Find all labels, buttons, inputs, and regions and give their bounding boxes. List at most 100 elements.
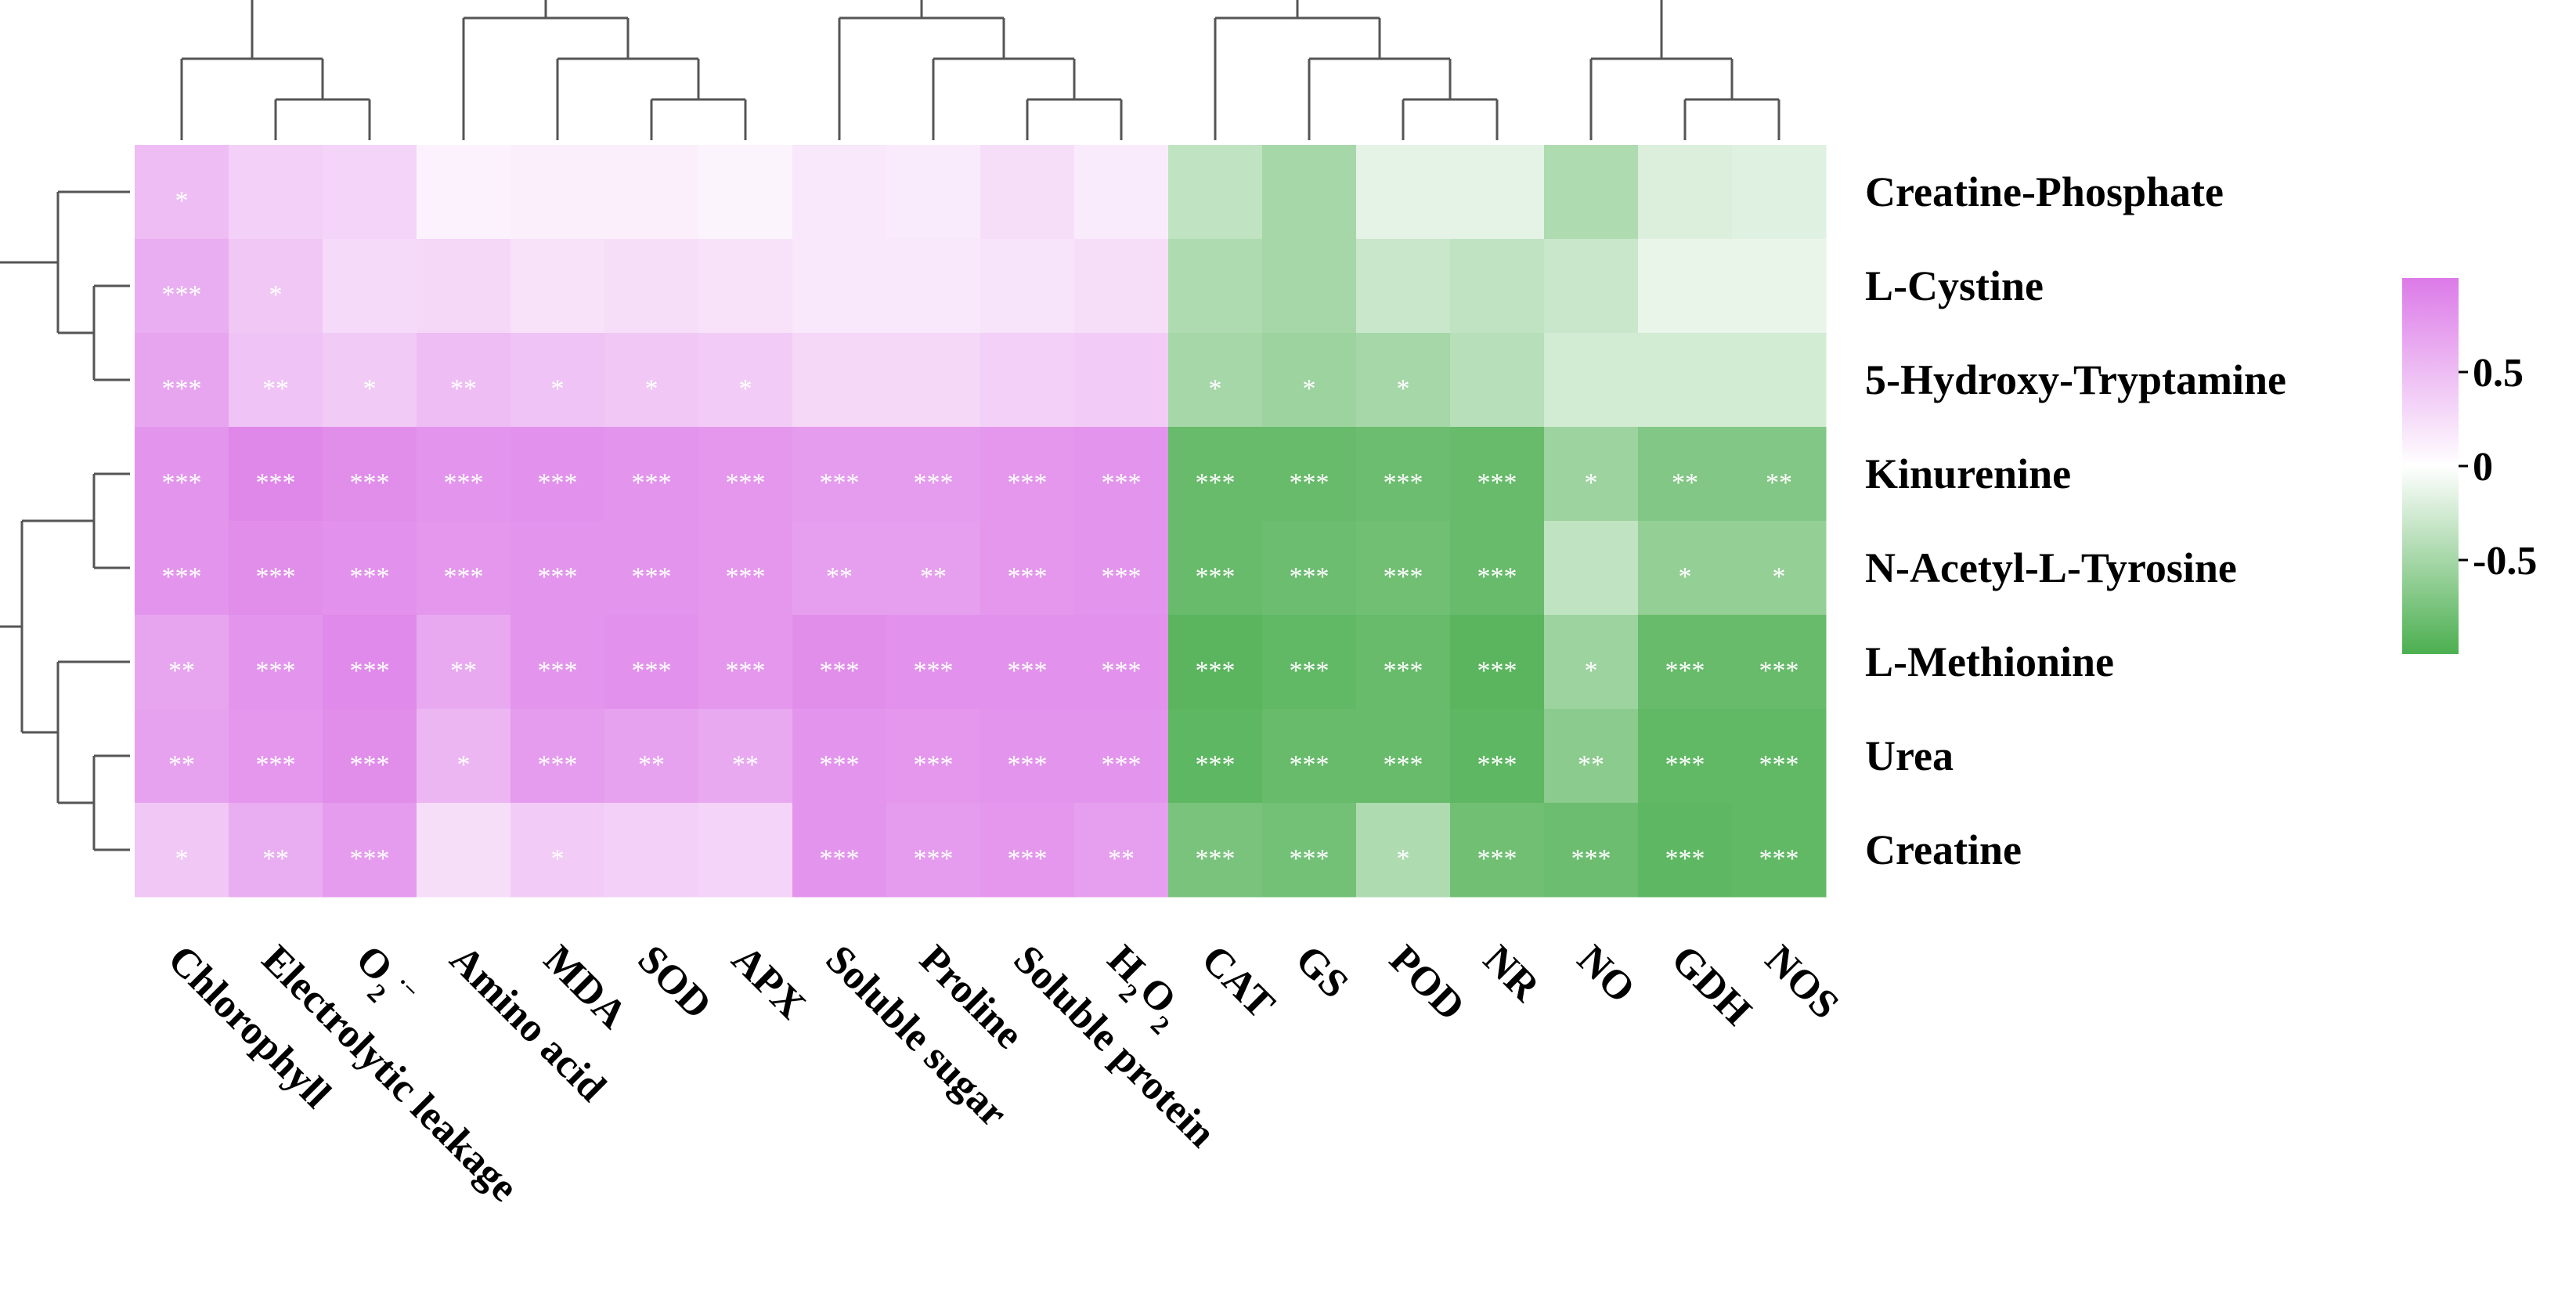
- dendrogram-branch: [92, 284, 130, 381]
- heatmap-cell: [511, 239, 605, 334]
- heatmap-cell: [135, 239, 229, 334]
- heatmap-cell: [1356, 521, 1451, 616]
- significance-mark: **: [262, 844, 289, 873]
- significance-mark: *: [739, 374, 752, 403]
- significance-mark: ***: [1384, 656, 1423, 685]
- significance-mark: ***: [1290, 468, 1329, 497]
- heatmap-cell: [980, 803, 1075, 898]
- heatmap-cell: [229, 709, 323, 804]
- heatmap-cell: [698, 803, 793, 898]
- heatmap-cell: [417, 803, 511, 898]
- significance-mark: *: [551, 844, 565, 873]
- significance-mark: ***: [256, 562, 296, 591]
- significance-mark: ***: [1196, 468, 1236, 497]
- significance-mark: *: [175, 186, 189, 215]
- significance-mark: ***: [538, 562, 578, 591]
- significance-mark: ***: [632, 562, 672, 591]
- heatmap-cell: [886, 333, 981, 428]
- significance-mark: ***: [1759, 656, 1799, 685]
- heatmap-cell: [1638, 333, 1733, 428]
- significance-mark: ***: [1196, 562, 1236, 591]
- heatmap-cell: [323, 615, 417, 710]
- heatmap-cell: [135, 803, 229, 898]
- heatmap-cell: [980, 709, 1075, 804]
- column-label: SOD: [630, 937, 720, 1028]
- significance-mark: ***: [914, 844, 954, 873]
- heatmap-cell: [511, 427, 605, 522]
- heatmap-cell: [1074, 333, 1169, 428]
- heatmap-cell: [417, 145, 511, 240]
- heatmap-cell: [1356, 615, 1451, 710]
- heatmap-cell: [1074, 709, 1169, 804]
- significance-mark: *: [1397, 374, 1410, 403]
- significance-mark: ***: [256, 468, 296, 497]
- row-label: L-Cystine: [1865, 262, 2044, 309]
- significance-mark: *: [457, 750, 471, 779]
- significance-mark: ***: [350, 750, 390, 779]
- significance-mark: *: [1679, 562, 1692, 591]
- significance-mark: **: [1578, 750, 1604, 779]
- heatmap-cell: [1450, 709, 1545, 804]
- significance-mark: ***: [444, 468, 484, 497]
- heatmap-cell: [1638, 427, 1733, 522]
- heatmap-cell: [1544, 709, 1639, 804]
- significance-mark: ***: [1008, 656, 1048, 685]
- heatmap-cell: [417, 333, 511, 428]
- row-label: L-Methionine: [1865, 638, 2114, 685]
- significance-mark: *: [1303, 374, 1316, 403]
- heatmap-cell: [1638, 521, 1733, 616]
- heatmap-cell: [1638, 803, 1733, 898]
- heatmap-cell: [135, 145, 229, 240]
- row-labels: Creatine-Phosphate L-Cystine 5-Hydroxy-Try…: [1865, 168, 2286, 873]
- column-label: GS: [1287, 937, 1357, 1006]
- significance-mark: *: [1397, 844, 1410, 873]
- significance-mark: ***: [726, 656, 766, 685]
- significance-mark: ***: [1102, 750, 1142, 779]
- heatmap-cell: [1732, 145, 1827, 240]
- heatmap-cell: [1450, 333, 1545, 428]
- heatmap-cells: [135, 145, 1827, 898]
- heatmap-cell: [1544, 615, 1639, 710]
- significance-mark: **: [168, 750, 195, 779]
- heatmap-cell: [980, 239, 1075, 334]
- significance-mark: **: [450, 374, 477, 403]
- heatmap-cell: [698, 145, 793, 240]
- dendrogram-branch: [462, 16, 630, 140]
- heatmap-cell: [1168, 427, 1263, 522]
- legend-color-bar: [2402, 278, 2459, 654]
- significance-mark: ***: [256, 750, 296, 779]
- significance-mark: ***: [1759, 844, 1799, 873]
- significance-mark: ***: [914, 750, 954, 779]
- heatmap-cell: [1356, 145, 1451, 240]
- dendrogram-branch: [650, 98, 747, 140]
- significance-mark: ***: [538, 750, 578, 779]
- heatmap-cell: [1732, 709, 1827, 804]
- significance-mark: **: [168, 656, 195, 685]
- heatmap-cell: [1168, 803, 1263, 898]
- heatmap-cell: [511, 615, 605, 710]
- significance-marks: **** **** ** * ** * * * * * **** *** *** *** *** *** ***…: [162, 186, 1799, 873]
- heatmap-cell: [135, 615, 229, 710]
- heatmap-cell: [511, 521, 605, 616]
- significance-mark: ***: [914, 656, 954, 685]
- dendrogram-branch: [1296, 0, 1663, 59]
- heatmap-cell: [1732, 333, 1827, 428]
- heatmap-cell: [792, 709, 887, 804]
- heatmap-cell: [1262, 333, 1357, 428]
- significance-mark: ***: [1477, 750, 1517, 779]
- heatmap-cell: [792, 521, 887, 616]
- heatmap-cell: [604, 239, 699, 334]
- heatmap-cell: [135, 521, 229, 616]
- heatmap-cell: [1262, 521, 1357, 616]
- column-label: NOS: [1757, 937, 1848, 1028]
- heatmap-cell: [417, 239, 511, 334]
- heatmap-cell: [1262, 709, 1357, 804]
- significance-mark: ***: [1102, 562, 1142, 591]
- heatmap-cell: [1450, 427, 1545, 522]
- heatmap-cell: [792, 333, 887, 428]
- significance-mark: ***: [1102, 656, 1142, 685]
- heatmap-cell: [980, 427, 1075, 522]
- dendrogram-branch: [1026, 98, 1123, 140]
- heatmap-cell: [1168, 615, 1263, 710]
